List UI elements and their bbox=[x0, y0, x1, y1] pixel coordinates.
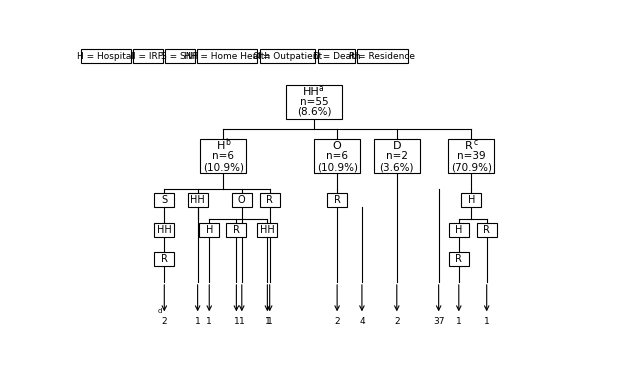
Text: 4: 4 bbox=[359, 317, 365, 327]
Bar bbox=[133, 49, 162, 63]
Bar bbox=[286, 85, 342, 119]
Bar bbox=[226, 223, 247, 237]
Text: 1: 1 bbox=[195, 317, 200, 327]
Bar bbox=[165, 49, 195, 63]
Text: (70.9%): (70.9%) bbox=[451, 162, 492, 172]
Bar bbox=[200, 139, 246, 173]
Text: 1: 1 bbox=[239, 317, 245, 327]
Text: R: R bbox=[161, 254, 168, 264]
Bar bbox=[154, 252, 174, 266]
Text: a: a bbox=[319, 84, 323, 93]
Bar bbox=[449, 252, 469, 266]
Text: HH: HH bbox=[190, 195, 205, 205]
Text: R: R bbox=[483, 225, 490, 235]
Bar bbox=[154, 223, 174, 237]
Text: O: O bbox=[333, 141, 342, 151]
Text: R: R bbox=[334, 195, 340, 205]
Text: n=6: n=6 bbox=[326, 151, 348, 161]
Text: n=55: n=55 bbox=[299, 97, 328, 107]
Bar bbox=[461, 193, 481, 207]
Text: (8.6%): (8.6%) bbox=[296, 107, 331, 117]
Text: O: O bbox=[238, 195, 246, 205]
Text: D: D bbox=[392, 141, 401, 151]
Text: R: R bbox=[266, 195, 273, 205]
Text: HH: HH bbox=[303, 87, 319, 97]
Bar bbox=[449, 223, 469, 237]
Text: R = Residence: R = Residence bbox=[350, 52, 415, 61]
Text: n=6: n=6 bbox=[212, 151, 234, 161]
Text: 2: 2 bbox=[334, 317, 340, 327]
Text: (10.9%): (10.9%) bbox=[203, 162, 244, 172]
Text: H: H bbox=[216, 141, 225, 151]
Text: 37: 37 bbox=[433, 317, 445, 327]
Text: 1: 1 bbox=[267, 317, 273, 327]
Text: I = IRF: I = IRF bbox=[133, 52, 163, 61]
Text: 2: 2 bbox=[394, 317, 400, 327]
Bar bbox=[154, 193, 174, 207]
Text: d: d bbox=[157, 308, 162, 313]
Bar bbox=[314, 139, 360, 173]
Bar bbox=[317, 49, 355, 63]
Bar bbox=[187, 193, 208, 207]
Bar bbox=[373, 139, 420, 173]
Text: 1: 1 bbox=[456, 317, 462, 327]
Text: O = Outpatient: O = Outpatient bbox=[253, 52, 322, 61]
Text: n=2: n=2 bbox=[386, 151, 408, 161]
Text: H: H bbox=[467, 195, 475, 205]
Text: b: b bbox=[226, 138, 230, 147]
Text: 1: 1 bbox=[265, 317, 270, 327]
Text: n=39: n=39 bbox=[457, 151, 485, 161]
Bar bbox=[81, 49, 131, 63]
Bar bbox=[477, 223, 497, 237]
Bar bbox=[357, 49, 408, 63]
Text: HH: HH bbox=[260, 225, 275, 235]
Text: (3.6%): (3.6%) bbox=[379, 162, 414, 172]
Bar bbox=[260, 193, 280, 207]
Bar bbox=[257, 223, 278, 237]
Text: 1: 1 bbox=[234, 317, 239, 327]
Text: 2: 2 bbox=[161, 317, 167, 327]
Bar bbox=[199, 223, 219, 237]
Text: R: R bbox=[455, 254, 463, 264]
Bar bbox=[327, 193, 347, 207]
Text: H: H bbox=[206, 225, 213, 235]
Text: S: S bbox=[161, 195, 167, 205]
Text: c: c bbox=[474, 138, 478, 147]
Text: R: R bbox=[465, 141, 472, 151]
Bar bbox=[232, 193, 252, 207]
Text: S = SNF: S = SNF bbox=[161, 52, 198, 61]
Text: HH: HH bbox=[157, 225, 172, 235]
Text: D = Death: D = Death bbox=[312, 52, 360, 61]
Text: 1: 1 bbox=[484, 317, 490, 327]
Bar bbox=[260, 49, 316, 63]
Bar bbox=[448, 139, 495, 173]
Text: 1: 1 bbox=[206, 317, 212, 327]
Text: HH = Home Health: HH = Home Health bbox=[184, 52, 270, 61]
Bar bbox=[197, 49, 257, 63]
Text: R: R bbox=[233, 225, 240, 235]
Text: H = Hospital: H = Hospital bbox=[78, 52, 135, 61]
Text: (10.9%): (10.9%) bbox=[317, 162, 358, 172]
Text: H: H bbox=[455, 225, 463, 235]
